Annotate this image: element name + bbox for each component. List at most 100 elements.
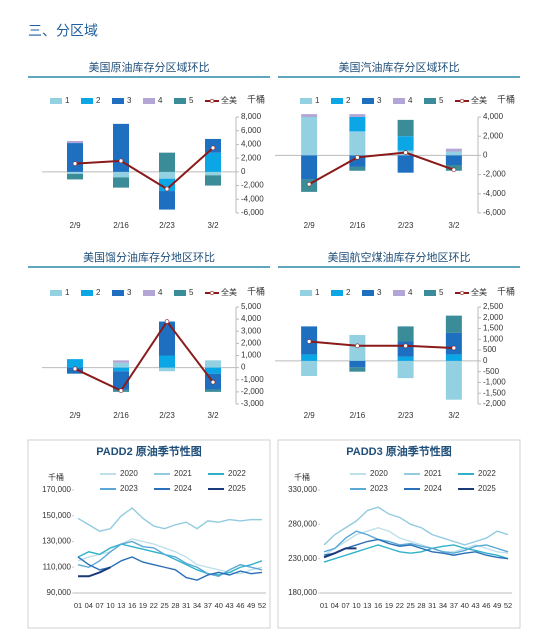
legend-swatch (300, 290, 312, 296)
bar-segment (397, 155, 414, 173)
chart-title: 美国航空煤油库存分地区环比 (328, 250, 471, 264)
legend-label: 5 (439, 288, 444, 297)
legend-swatch (331, 98, 343, 104)
y-tick-label: 2,000 (241, 338, 262, 347)
y-tick-label: 110,000 (43, 562, 72, 571)
x-tick-label: 2/16 (350, 221, 366, 230)
total-line (74, 319, 214, 392)
x-tick-label: 2/9 (69, 221, 81, 230)
y-tick-label: -6,000 (483, 208, 506, 217)
bar-segment (301, 360, 318, 376)
bar-segment (445, 151, 462, 156)
legend-swatch (174, 98, 186, 104)
bar-segment (349, 367, 366, 372)
x-tick-label: 46 (482, 601, 490, 610)
total-line (309, 340, 454, 349)
total-point (118, 388, 124, 393)
x-tick-label: 07 (341, 601, 349, 610)
y-tick-label: 4,000 (241, 314, 262, 323)
series-line (77, 543, 263, 576)
y-tick-label: 500 (483, 345, 497, 354)
legend-label: 4 (158, 96, 163, 105)
bar-segment (397, 360, 414, 379)
chart-title: PADD2 原油季节性图 (96, 444, 202, 458)
legend-swatch (331, 290, 343, 296)
y-tick-label: -1,000 (483, 378, 506, 387)
legend-label: 2 (96, 96, 101, 105)
legend-label: 2023 (370, 484, 388, 493)
series-line (77, 540, 263, 578)
y-tick-label: -6,000 (241, 208, 264, 217)
x-tick-label: 2/23 (159, 411, 175, 420)
x-tick-label: 37 (450, 601, 458, 610)
legend-label: 全美 (221, 95, 237, 105)
bar-segment (113, 362, 129, 368)
series-line (77, 507, 262, 532)
total-point (355, 343, 360, 349)
y-tick-label: 0 (241, 167, 246, 176)
bar-segment (349, 166, 366, 171)
bar-segment (159, 367, 175, 372)
bar-segment (159, 171, 175, 179)
y-axis-label: 千桶 (48, 472, 64, 482)
x-tick-label: 28 (417, 601, 425, 610)
legend-swatch (393, 290, 405, 296)
legend-swatch (300, 98, 312, 104)
x-tick-label: 25 (160, 601, 168, 610)
legend-label: 2022 (478, 469, 496, 478)
legend-label: 1 (315, 288, 320, 297)
y-tick-label: -1,000 (241, 375, 264, 384)
legend-label: 2021 (174, 469, 192, 478)
bar-segment (159, 178, 175, 192)
bar-segment (205, 175, 221, 186)
bar-segment (113, 177, 129, 188)
legend-label: 1 (65, 288, 70, 297)
y-axis-label: 千桶 (294, 472, 310, 482)
y-tick-label: -3,000 (241, 399, 264, 408)
bar-segment (159, 355, 175, 368)
x-tick-label: 52 (504, 601, 512, 610)
total-point (210, 145, 216, 151)
bar-segment (159, 152, 175, 172)
legend-label: 2 (96, 288, 101, 297)
series-line (78, 566, 111, 578)
x-tick-label: 10 (352, 601, 360, 610)
y-tick-label: -2,000 (241, 387, 264, 396)
legend-swatch (174, 290, 186, 296)
y-tick-label: 130,000 (42, 537, 71, 546)
x-tick-label: 49 (247, 601, 255, 610)
legend-label: 3 (377, 288, 382, 297)
legend-label: 2020 (120, 469, 138, 478)
legend-label: 4 (158, 288, 163, 297)
x-tick-label: 3/2 (448, 411, 460, 420)
bar-segment (113, 367, 129, 372)
total-point (118, 158, 124, 164)
total-point (72, 366, 78, 372)
chart-title: PADD3 原油季节性图 (346, 444, 452, 458)
total-point (210, 379, 216, 385)
total-point (72, 161, 78, 166)
y-tick-label: 170,000 (42, 485, 71, 494)
y-tick-label: -2,000 (241, 181, 264, 190)
bar-segment (113, 123, 129, 172)
legend-swatch (112, 98, 124, 104)
chart-title: 美国汽油库存分区域环比 (339, 60, 460, 74)
chart-title: 美国原油库存分区域环比 (89, 60, 210, 74)
bar-segment (349, 117, 366, 132)
total-point (306, 339, 312, 344)
legend-swatch (362, 290, 374, 296)
total-line (74, 147, 214, 191)
x-tick-label: 04 (331, 601, 339, 610)
legend-label: 2021 (424, 469, 442, 478)
x-tick-label: 31 (182, 601, 190, 610)
legend-swatch (81, 290, 93, 296)
y-tick-label: 6,000 (241, 126, 262, 135)
bar-segment (301, 114, 318, 117)
total-line (308, 151, 455, 186)
legend-swatch (143, 98, 155, 104)
unit-label: 千桶 (247, 93, 265, 104)
legend-label: 2022 (228, 469, 246, 478)
x-tick-label: 2/9 (304, 411, 316, 420)
bar-segment (397, 136, 414, 151)
